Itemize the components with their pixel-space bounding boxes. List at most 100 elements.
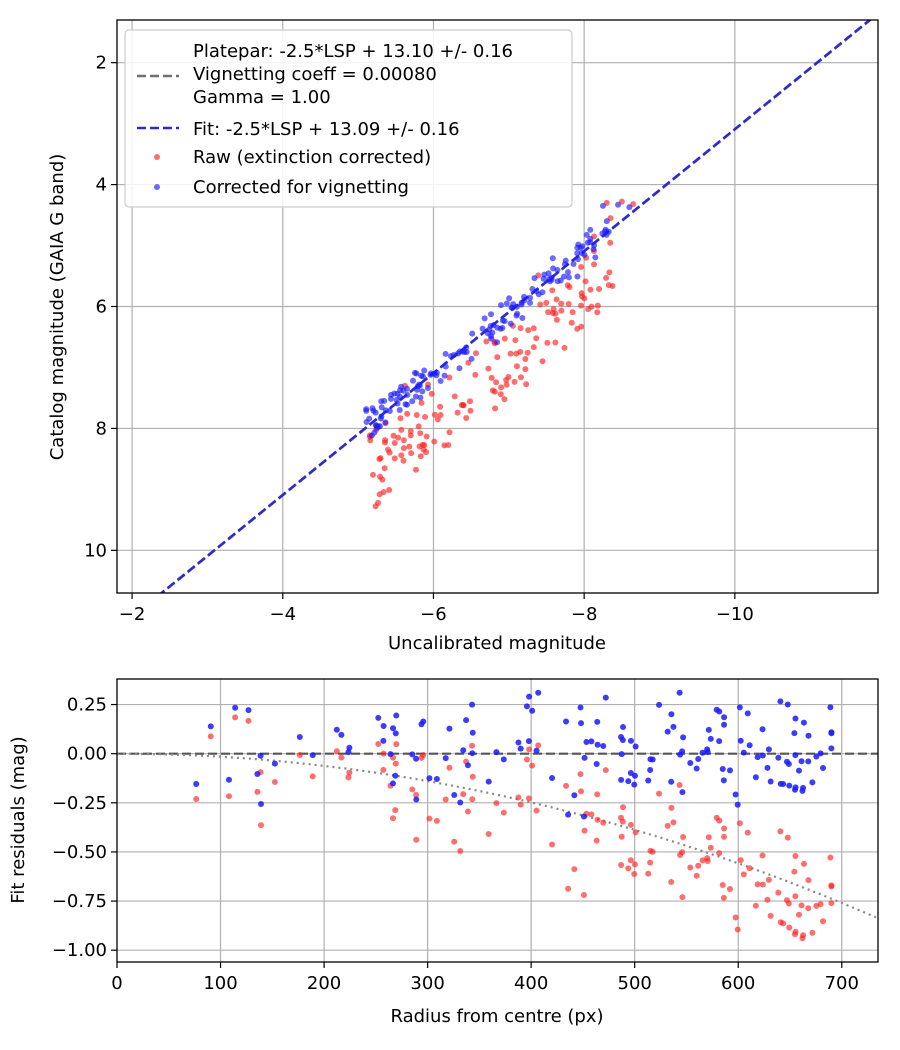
corrected-residual-point bbox=[649, 756, 656, 763]
raw-point bbox=[537, 301, 544, 308]
corrected-point bbox=[463, 349, 470, 356]
corrected-residual-point bbox=[578, 720, 585, 727]
corrected-residual-point bbox=[485, 778, 492, 785]
corrected-point bbox=[540, 275, 547, 282]
raw-residual-point bbox=[699, 857, 706, 864]
corrected-residual-point bbox=[600, 743, 607, 750]
raw-point bbox=[507, 350, 514, 357]
raw-residual-point bbox=[752, 902, 759, 909]
corrected-point bbox=[561, 261, 568, 268]
raw-residual-point bbox=[345, 774, 352, 781]
bottom-x-tick-label: 700 bbox=[825, 973, 859, 994]
corrected-residual-point bbox=[420, 718, 427, 725]
bottom-y-tick-label: −1.00 bbox=[52, 940, 107, 961]
raw-point bbox=[386, 486, 393, 493]
raw-point bbox=[400, 437, 407, 444]
raw-point bbox=[497, 391, 504, 398]
corrected-residual-point bbox=[588, 738, 595, 745]
raw-point bbox=[501, 396, 508, 403]
raw-point bbox=[503, 381, 510, 388]
corrected-residual-point bbox=[618, 751, 625, 758]
corrected-residual-point bbox=[193, 780, 200, 787]
raw-residual-point bbox=[625, 865, 632, 872]
raw-point bbox=[423, 433, 430, 440]
legend-corrected-marker bbox=[154, 184, 160, 190]
raw-residual-point bbox=[765, 876, 772, 883]
raw-point bbox=[517, 374, 524, 381]
legend-fit-label: Fit: -2.5*LSP + 13.09 +/- 0.16 bbox=[193, 119, 460, 140]
corrected-point bbox=[513, 312, 520, 319]
raw-residual-point bbox=[580, 892, 587, 899]
corrected-point bbox=[546, 276, 553, 283]
raw-residual-point bbox=[828, 900, 835, 907]
corrected-residual-point bbox=[677, 751, 684, 758]
corrected-residual-point bbox=[387, 751, 394, 758]
raw-point bbox=[492, 405, 499, 412]
raw-point bbox=[578, 323, 585, 330]
corrected-point bbox=[507, 320, 514, 327]
raw-residual-point bbox=[392, 807, 399, 814]
corrected-point bbox=[592, 254, 599, 261]
corrected-residual-point bbox=[695, 756, 702, 763]
corrected-residual-point bbox=[705, 726, 712, 733]
corrected-point bbox=[416, 381, 423, 388]
raw-point bbox=[408, 450, 415, 457]
corrected-point bbox=[404, 391, 411, 398]
raw-residual-point bbox=[744, 829, 751, 836]
raw-residual-point bbox=[792, 853, 799, 860]
raw-point bbox=[419, 441, 426, 448]
corrected-residual-point bbox=[687, 759, 694, 766]
corrected-residual-point bbox=[258, 800, 265, 807]
corrected-residual-point bbox=[716, 738, 723, 745]
corrected-residual-point bbox=[565, 811, 572, 818]
corrected-point bbox=[490, 322, 497, 329]
top-y-ticks: 2 4 6 8 10 bbox=[84, 53, 117, 561]
bottom-x-tick-label: 100 bbox=[203, 973, 237, 994]
legend-raw-marker bbox=[154, 154, 160, 160]
top-x-tick-label: −4 bbox=[269, 604, 296, 625]
raw-point bbox=[407, 428, 414, 435]
raw-point bbox=[391, 440, 398, 447]
corrected-residual-point bbox=[375, 714, 382, 721]
raw-residual-point bbox=[687, 864, 694, 871]
corrected-residual-point bbox=[594, 741, 601, 748]
raw-residual-point bbox=[563, 782, 570, 789]
raw-point bbox=[397, 415, 404, 422]
raw-residual-point bbox=[800, 932, 807, 939]
corrected-residual-point bbox=[752, 774, 759, 781]
raw-residual-point bbox=[338, 754, 345, 761]
bottom-x-tick-label: 300 bbox=[410, 973, 444, 994]
raw-point bbox=[565, 301, 572, 308]
raw-point bbox=[437, 403, 444, 410]
raw-point bbox=[485, 365, 492, 372]
corrected-residual-point bbox=[676, 689, 683, 696]
top-x-axis-label: Uncalibrated magnitude bbox=[388, 633, 606, 654]
corrected-residual-point bbox=[457, 799, 464, 806]
bottom-x-tick-label: 600 bbox=[721, 973, 755, 994]
raw-point bbox=[428, 390, 435, 397]
corrected-point bbox=[587, 226, 594, 233]
corrected-residual-point bbox=[786, 782, 793, 789]
raw-residual-point bbox=[618, 833, 625, 840]
corrected-residual-point bbox=[707, 735, 714, 742]
raw-point bbox=[581, 295, 588, 302]
corrected-point bbox=[437, 378, 444, 385]
corrected-residual-point bbox=[744, 710, 751, 717]
bottom-panel: 0 100 200 300 400 500 600 700 0.25 0.00 −0.25 −0.5… bbox=[8, 678, 879, 1027]
raw-residual-point bbox=[442, 796, 449, 803]
corrected-point bbox=[382, 407, 389, 414]
corrected-residual-point bbox=[631, 781, 638, 788]
raw-point bbox=[561, 344, 568, 351]
corrected-residual-point bbox=[296, 733, 303, 740]
corrected-residual-point bbox=[602, 694, 609, 701]
bottom-y-ticks: 0.25 0.00 −0.25 −0.50 −0.75 −1.00 bbox=[52, 695, 117, 961]
corrected-residual-point bbox=[525, 738, 532, 745]
top-y-tick-label: 6 bbox=[96, 297, 107, 318]
raw-point bbox=[525, 327, 532, 334]
raw-point bbox=[543, 299, 550, 306]
raw-residual-point bbox=[820, 918, 827, 925]
corrected-point bbox=[481, 315, 488, 322]
corrected-point bbox=[412, 393, 419, 400]
legend-platepar-line-3: Gamma = 1.00 bbox=[193, 87, 331, 108]
raw-point bbox=[524, 349, 531, 356]
